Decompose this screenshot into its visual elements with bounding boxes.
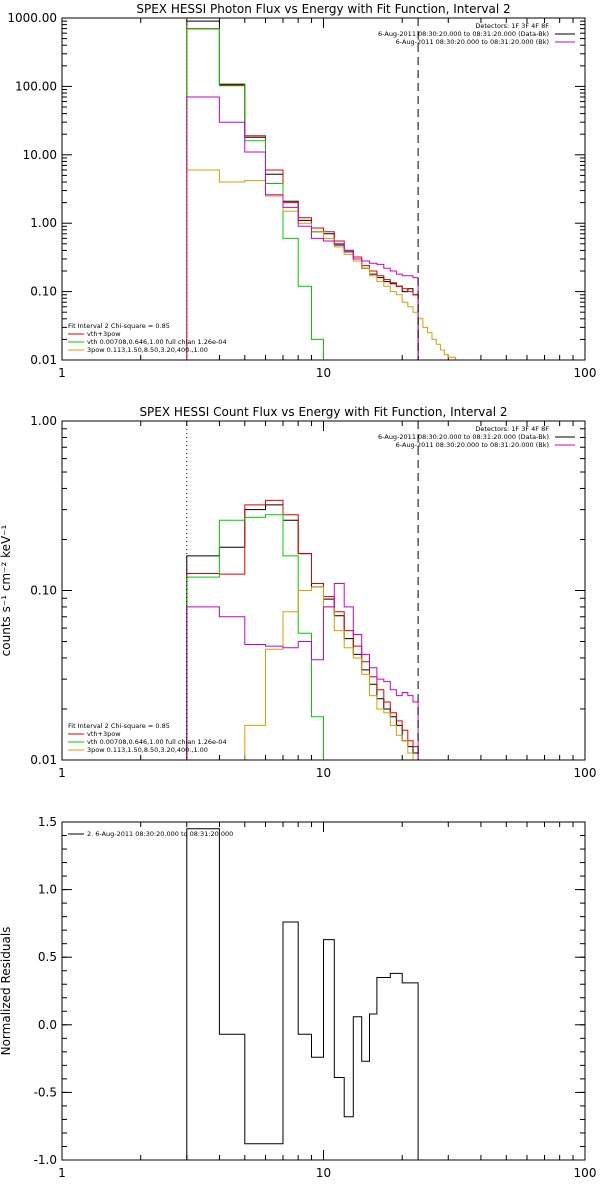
y-tick-label: 0.0 (38, 1018, 57, 1032)
legend-entry: 3pow 0.113,1.50,8.50,3.20,400.,1.00 (87, 746, 208, 754)
legend-entry: vth+3pow (87, 330, 121, 338)
y-tick-label: 1.00 (30, 216, 57, 230)
x-tick-label: 1 (58, 766, 66, 780)
header-line: Detectors: 1F 3F 4F 8F (475, 425, 549, 433)
y-tick-label: 0.10 (30, 285, 57, 299)
x-tick-label: 100 (574, 766, 597, 780)
y-tick-label: -0.5 (34, 1085, 57, 1099)
y-tick-label: 0.10 (30, 584, 57, 598)
y-tick-label: 1000.00 (7, 11, 57, 25)
series-4-line (186, 583, 419, 760)
legend-entry: vth 0.00708,0.646,1.00 full chian 1.26e-… (87, 738, 227, 746)
series-0-line (186, 20, 419, 360)
y-tick-label: 0.5 (38, 950, 57, 964)
series-3-line (186, 169, 463, 360)
series-2-line (186, 514, 324, 760)
y-tick-label: -1.0 (34, 1153, 57, 1167)
chart-title: SPEX HESSI Count Flux vs Energy with Fit… (139, 405, 507, 419)
residuals-chart: Normalized Residuals 1 10 100 1.5 1.0 0.5 0.0 -0… (0, 815, 596, 1180)
header-line: 6-Aug-2011 08:30:20.000 to 08:31:20.000 … (378, 433, 549, 441)
x-tick-label: 1 (58, 1166, 66, 1180)
series-3-line (244, 586, 419, 760)
y-tick-label: 0.01 (30, 353, 57, 367)
plot-frame (61, 420, 586, 761)
y-tick-label: 1.00 (30, 414, 57, 428)
header-line: 6-Aug-2011 08:30:20.000 to 08:31:20.000 … (396, 441, 549, 449)
y-axis-label: Normalized Residuals (0, 927, 13, 1056)
y-tick-label: 1.5 (38, 815, 57, 829)
legend-entry: vth+3pow (87, 730, 121, 738)
x-tick-label: 10 (316, 366, 331, 380)
x-tick-label: 100 (574, 1166, 597, 1180)
plot-area (186, 828, 419, 1160)
series-0-line (186, 828, 419, 1160)
series-1-line (186, 499, 419, 760)
header-line: 6-Aug-2011 08:30:20.000 to 08:31:20.000 … (396, 38, 549, 46)
x-tick-label: 1 (58, 366, 66, 380)
plot-frame (61, 821, 586, 1161)
series-2-line (186, 28, 324, 360)
chart-title: SPEX HESSI Photon Flux vs Energy with Fi… (136, 2, 510, 16)
header-line: 6-Aug-2011 08:30:20.000 to 08:31:20.000 … (378, 30, 549, 38)
count-flux-chart: SPEX HESSI Count Flux vs Energy with Fit… (0, 405, 597, 780)
plot-area (186, 421, 419, 760)
x-tick-label: 10 (316, 766, 331, 780)
y-tick-label: 100.00 (15, 79, 57, 93)
photon-flux-chart: SPEX HESSI Photon Flux vs Energy with Fi… (7, 2, 596, 380)
plot-area (186, 18, 463, 360)
series-4-line (186, 96, 419, 360)
x-tick-label: 10 (316, 1166, 331, 1180)
y-tick-label: 1.0 (38, 883, 57, 897)
plot-frame (61, 17, 586, 361)
series-1-line (186, 28, 419, 360)
legend-entry: 3pow 0.113,1.50,8.50,3.20,400.,1.00 (87, 346, 208, 354)
y-axis-label: counts s⁻¹ cm⁻² keV⁻¹ (0, 524, 13, 656)
legend-entry: vth 0.00708,0.646,1.00 full chian 1.26e-… (87, 338, 227, 346)
y-tick-label: 0.01 (30, 753, 57, 767)
header-line: Detectors: 1F 3F 4F 8F (475, 22, 549, 30)
legend-entry: 2. 6-Aug-2011 08:30:20.000 to 08:31:20.0… (87, 830, 233, 838)
x-tick-label: 100 (574, 366, 597, 380)
legend-entry: Fit Interval 2 Chi-square = 0.85 (68, 722, 170, 730)
legend-entry: Fit Interval 2 Chi-square = 0.85 (68, 322, 170, 330)
y-tick-label: 10.00 (23, 148, 57, 162)
